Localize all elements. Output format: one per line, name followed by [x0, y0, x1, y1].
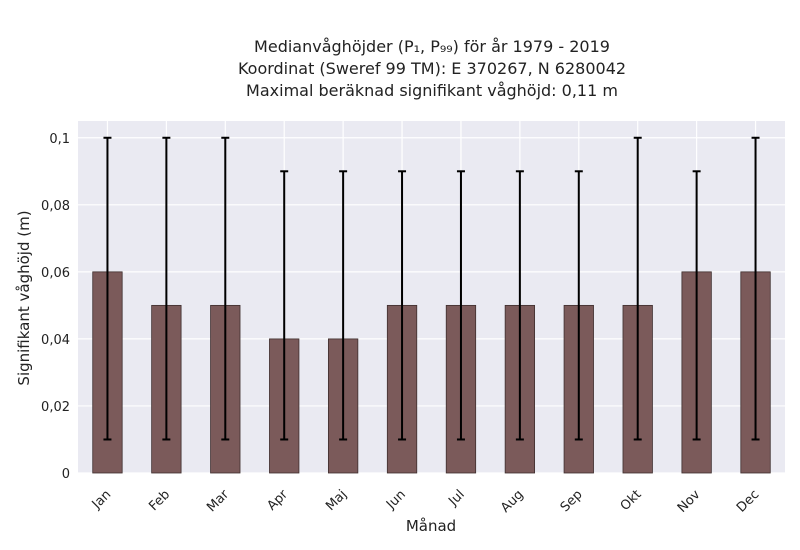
y-tick-label: 0,04 [41, 333, 70, 348]
x-tick-label: Maj [323, 487, 350, 514]
x-axis-ticks: Jan Feb Mar Apr Maj Jun Jul Aug Sep Okt Nov Dec [89, 487, 763, 516]
x-tick-label: Apr [265, 487, 292, 514]
x-tick-label: Dec [734, 487, 762, 515]
x-tick-label: Okt [618, 487, 645, 514]
x-tick-label: Aug [498, 487, 527, 516]
x-tick-label: Mar [204, 487, 232, 515]
chart-title-line-3: Maximal beräknad signifikant våghöjd: 0,… [246, 81, 618, 100]
x-tick-label: Jan [89, 487, 114, 512]
x-axis-label: Månad [406, 517, 456, 535]
error-bars [103, 136, 760, 441]
chart-title-line-2: Koordinat (Sweref 99 TM): E 370267, N 62… [238, 59, 626, 78]
plot-area [78, 121, 785, 473]
x-tick-label: Sep [558, 487, 586, 515]
y-axis-label: Signifikant våghöjd (m) [15, 210, 33, 385]
y-tick-label: 0,1 [49, 132, 70, 147]
y-tick-label: 0 [62, 467, 70, 482]
x-tick-label: Nov [675, 487, 704, 516]
x-tick-label: Jun [383, 487, 409, 513]
x-tick-label: Jul [445, 487, 467, 509]
x-tick-label: Feb [146, 487, 173, 514]
y-tick-label: 0,06 [41, 266, 70, 281]
y-axis-ticks: 0 0,02 0,04 0,06 0,08 0,1 [41, 132, 70, 482]
y-tick-label: 0,02 [41, 400, 70, 415]
y-tick-label: 0,08 [41, 199, 70, 214]
chart-title-line-1: Medianvåghöjder (P₁, P₉₉) för år 1979 - … [254, 37, 610, 56]
